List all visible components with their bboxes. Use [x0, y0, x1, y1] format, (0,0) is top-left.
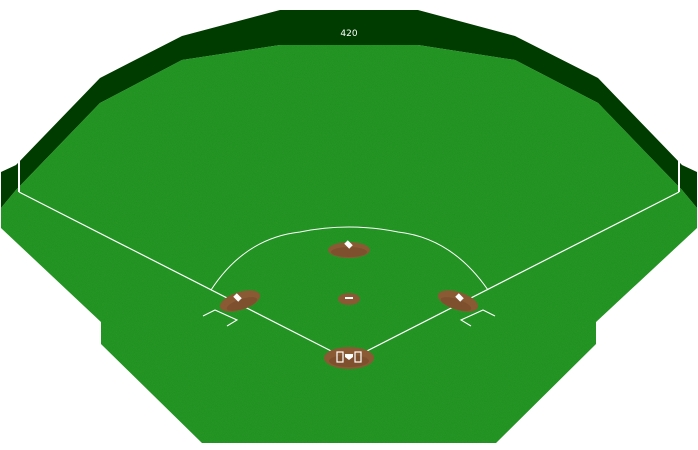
- coach-box-third: [202, 309, 239, 327]
- home-plate: [345, 354, 353, 360]
- coach-box-first: [459, 309, 496, 327]
- pitchers-mound: [338, 293, 360, 305]
- first-base-area: [437, 290, 479, 312]
- home-plate-area: [324, 347, 374, 369]
- left-foul-line: [18, 191, 342, 357]
- batters-box-right: [354, 351, 362, 363]
- batters-box-left: [336, 351, 344, 363]
- center-field-distance: 420: [340, 29, 357, 39]
- second-base-area: [328, 240, 370, 258]
- pitchers-rubber: [345, 297, 353, 299]
- second-base: [344, 240, 353, 249]
- right-foul-line: [356, 191, 680, 357]
- first-base: [455, 293, 464, 302]
- infield-arc: [210, 226, 489, 291]
- third-base-area: [219, 290, 261, 312]
- outfield-wall: [1, 10, 697, 208]
- third-base: [233, 293, 242, 302]
